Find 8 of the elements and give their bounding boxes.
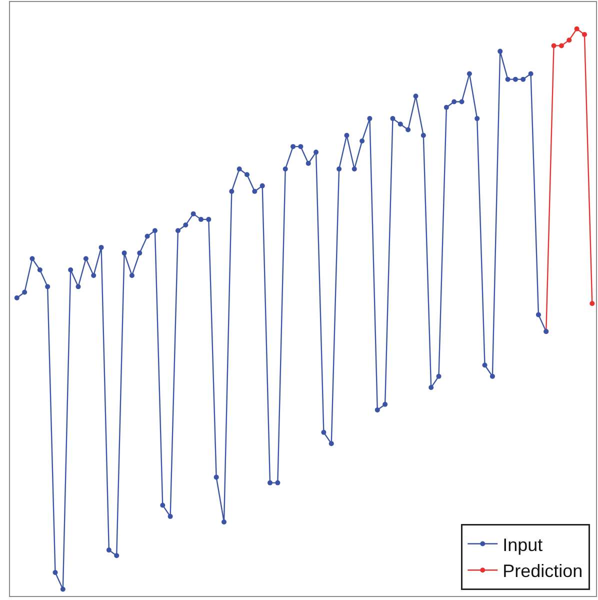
- point: [558, 43, 564, 48]
- legend-label: Input: [502, 534, 543, 555]
- point: [566, 38, 572, 43]
- point: [551, 43, 556, 48]
- point: [574, 26, 580, 32]
- point: [582, 32, 587, 37]
- point: [590, 300, 595, 306]
- legend-label: Prediction: [502, 561, 583, 582]
